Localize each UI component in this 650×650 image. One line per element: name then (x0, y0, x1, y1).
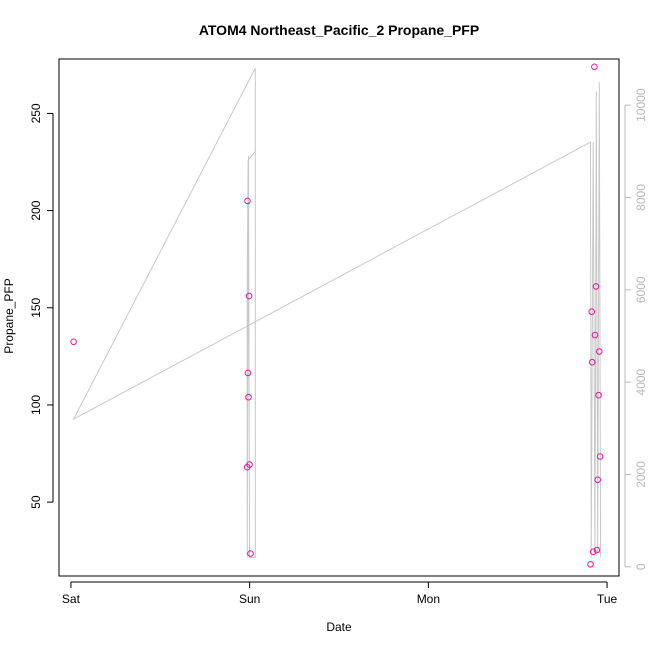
data-point (244, 369, 252, 377)
y2-tick-label: 4000 (634, 368, 648, 395)
y-tick-label: 50 (29, 495, 43, 509)
data-point (594, 476, 602, 484)
series-line (72, 67, 602, 558)
y2-tick-label: 10000 (634, 88, 648, 122)
data-point (588, 308, 596, 316)
y-axis-title: Propane_PFP (2, 278, 16, 353)
plot-frame (58, 58, 620, 577)
points-layer (70, 63, 604, 568)
y-tick-label: 150 (29, 297, 43, 317)
x-tick-label: Sat (62, 592, 81, 606)
y2-tick-label: 6000 (634, 276, 648, 303)
data-point (592, 283, 600, 290)
y2-tick-label: 0 (634, 563, 648, 570)
y2-tick-label: 2000 (634, 461, 648, 488)
axes-layer: Sat Sun Mon Tue 50 100 150 200 250 0 2000 4000 6000 8… (29, 88, 648, 606)
x-axis-title: Date (326, 620, 352, 634)
data-point (246, 461, 253, 468)
x-tick-label: Mon (417, 592, 440, 606)
data-point (244, 197, 251, 205)
data-point (589, 548, 597, 556)
data-point (596, 453, 604, 460)
y-tick-label: 200 (29, 200, 43, 220)
x-tick-label: Sun (239, 592, 260, 606)
y-tick-label: 100 (29, 395, 43, 415)
data-point (596, 348, 603, 355)
x-tick-label: Tue (597, 592, 618, 606)
data-point (247, 550, 254, 557)
data-point (593, 546, 601, 554)
data-point (595, 391, 602, 399)
data-point (591, 331, 599, 339)
data-point (245, 292, 253, 300)
line-layer (72, 67, 602, 558)
y2-tick-label: 8000 (634, 184, 648, 211)
data-point (70, 338, 77, 346)
data-point (587, 561, 594, 568)
data-point (245, 393, 252, 401)
chart-title: ATOM4 Northeast_Pacific_2 Propane_PFP (199, 22, 479, 38)
data-point (591, 63, 598, 71)
y-tick-label: 250 (29, 103, 43, 123)
data-point (588, 358, 596, 366)
